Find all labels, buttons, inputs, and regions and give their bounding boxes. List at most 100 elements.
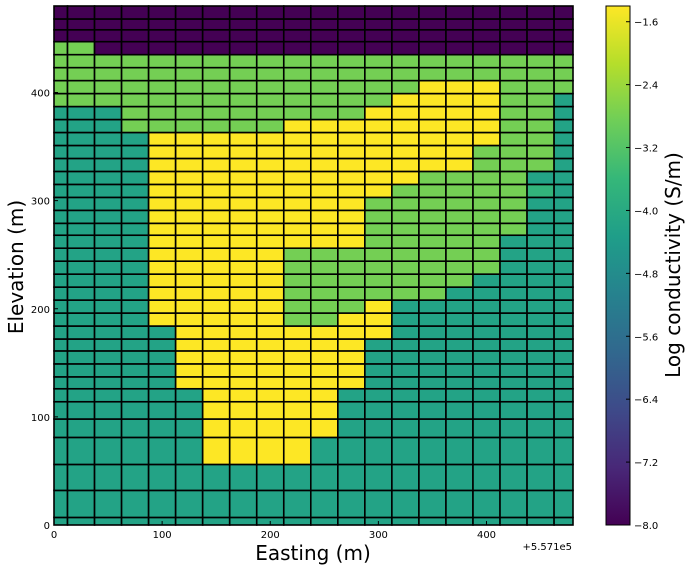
mesh-cell [147,40,177,56]
mesh-cell [53,338,69,352]
mesh-cell [391,418,420,439]
mesh-cell [418,338,447,352]
mesh-cell [364,376,393,390]
mesh-cell [201,338,231,352]
mesh-cell [418,299,447,314]
mesh-cell [499,286,528,301]
mesh-cell [364,183,393,199]
mesh-cell [174,170,204,186]
mesh-cell [66,260,96,275]
mesh-cell [391,66,420,82]
mesh-cell [499,170,528,186]
mesh-cell [309,40,339,56]
mesh-cell [445,157,474,173]
y-axis-ticks: 0 100 200 300 400 [31,89,58,532]
mesh-cell [174,463,204,492]
mesh-cell [418,418,447,439]
mesh-cell [445,209,474,225]
mesh-cell [526,312,555,327]
mesh-cell [66,400,96,420]
mesh-cell [364,234,393,250]
mesh-cell [553,400,574,420]
mesh-cell [282,234,312,250]
colorbar-tick-label: −8.0 [634,521,658,532]
mesh-cell [282,157,312,173]
mesh-cell [364,79,393,95]
mesh-cell [553,144,574,160]
mesh-cell [472,299,501,314]
mesh-cell [391,92,420,108]
mesh-cell [53,489,69,519]
mesh-cell [499,144,528,160]
mesh-cell [53,183,69,199]
mesh-cell [53,79,69,95]
mesh-cell [418,325,447,340]
mesh-cell [282,131,312,147]
mesh-cell [120,157,150,173]
mesh-cell [282,209,312,225]
mesh-cell [174,40,204,56]
mesh-cell [309,363,339,378]
mesh-cell [228,387,258,403]
mesh-cell [526,131,555,147]
mesh-cell [309,5,339,20]
mesh-cell [201,28,231,43]
mesh-cell [309,516,339,526]
mesh-cell [66,376,96,390]
mesh-cell [93,489,123,519]
mesh-cell [309,338,339,352]
mesh-cell [174,273,204,288]
mesh-cell [66,170,96,186]
y-tick-label: 400 [31,89,50,100]
mesh-cell [499,66,528,82]
mesh-cell [66,312,96,327]
mesh-cell [120,387,150,403]
mesh-cell [526,418,555,439]
mesh-cell [472,418,501,439]
mesh-cell [553,92,574,108]
mesh-cell [553,234,574,250]
mesh-cell [553,463,574,492]
mesh-cell [526,209,555,225]
mesh-cell [201,209,231,225]
mesh-cell [499,209,528,225]
mesh-cell [391,40,420,56]
mesh-cell [282,170,312,186]
mesh-cell [93,376,123,390]
mesh-cell [309,196,339,212]
mesh-cell [120,209,150,225]
mesh-cell [553,286,574,301]
mesh-cell [201,387,231,403]
mesh-cell [66,222,96,237]
mesh-cell [364,118,393,134]
mesh-cell [364,363,393,378]
mesh-cell [526,273,555,288]
mesh-cell [53,350,69,365]
mesh-cell [255,92,285,108]
mesh-cell [174,325,204,340]
mesh-cell [472,28,501,43]
mesh-cell [174,338,204,352]
mesh-cell [93,325,123,340]
mesh-cell [174,418,204,439]
mesh-cell [418,183,447,199]
mesh-cell [174,299,204,314]
mesh-cell [418,92,447,108]
mesh-cell [364,28,393,43]
mesh-cell [418,40,447,56]
mesh-cell [147,338,177,352]
mesh-cell [445,260,474,275]
mesh-cell [93,516,123,526]
mesh-cell [553,273,574,288]
mesh-cell [53,516,69,526]
mesh-cell [309,209,339,225]
mesh-cell [201,40,231,56]
mesh-cell [174,118,204,134]
y-axis-title: Elevation (m) [4,200,28,334]
mesh-cell [120,79,150,95]
mesh-cell [255,286,285,301]
mesh-cell [445,144,474,160]
mesh-cell [147,273,177,288]
mesh-cell [93,209,123,225]
mesh-cell [391,400,420,420]
